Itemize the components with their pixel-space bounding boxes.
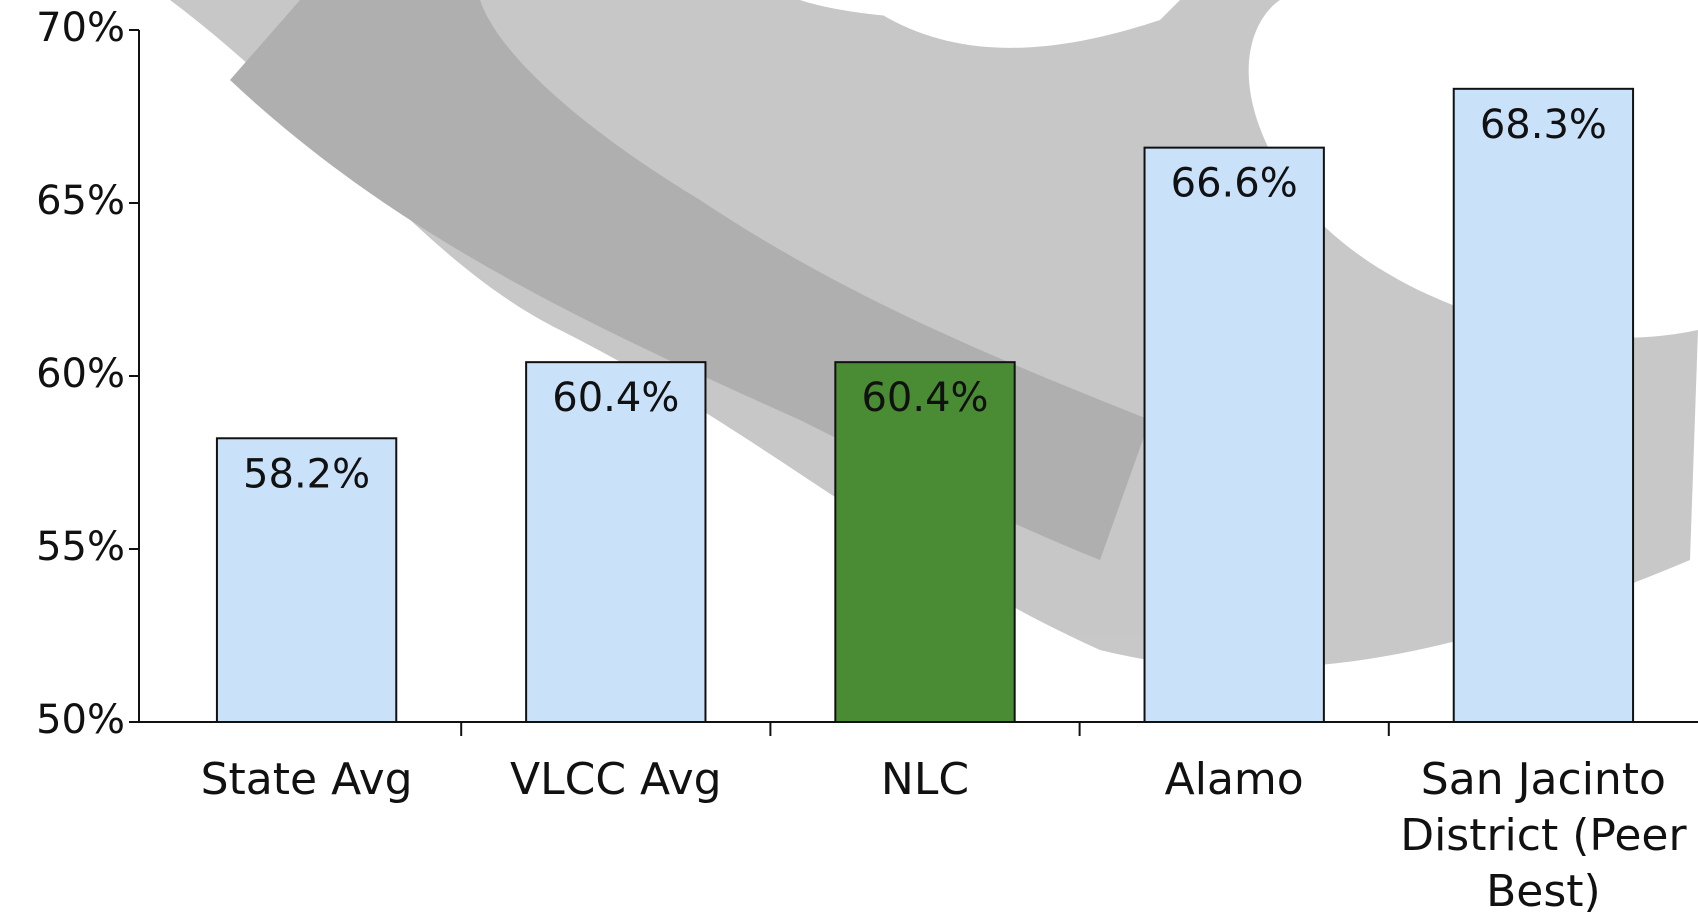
page: 50% 55% 60% 65% 70% 58.2% 60.4% 60.4% 66.6% 68.3%…	[36, 0, 1698, 917]
x-tick-label: San Jacinto District (Peer Best)	[1400, 754, 1687, 917]
bar	[1143, 146, 1325, 723]
x-tick-label: State Avg	[200, 754, 413, 805]
x-tick-label: VLCC Avg	[510, 754, 722, 805]
y-tick-label: 50%	[36, 697, 125, 743]
y-tick-label: 60%	[36, 351, 125, 397]
bar	[525, 361, 707, 723]
x-tick-label: Alamo	[1164, 754, 1304, 805]
bar	[1452, 87, 1635, 723]
bar	[215, 437, 398, 723]
value-label: 66.6%	[1171, 161, 1298, 207]
value-label: 60.4%	[861, 375, 988, 421]
value-label: 58.2%	[243, 451, 370, 497]
chart: 50% 55% 60% 65% 70% 58.2% 60.4% 60.4% 66.6% 68.3%	[36, 0, 1698, 743]
x-tick-label: NLC	[880, 754, 970, 805]
value-label: 68.3%	[1480, 102, 1607, 148]
y-tick-label: 65%	[36, 178, 125, 224]
bar	[834, 361, 1016, 723]
value-label: 60.4%	[552, 375, 679, 421]
y-tick-label: 70%	[36, 5, 125, 51]
y-tick-label: 55%	[36, 524, 125, 570]
